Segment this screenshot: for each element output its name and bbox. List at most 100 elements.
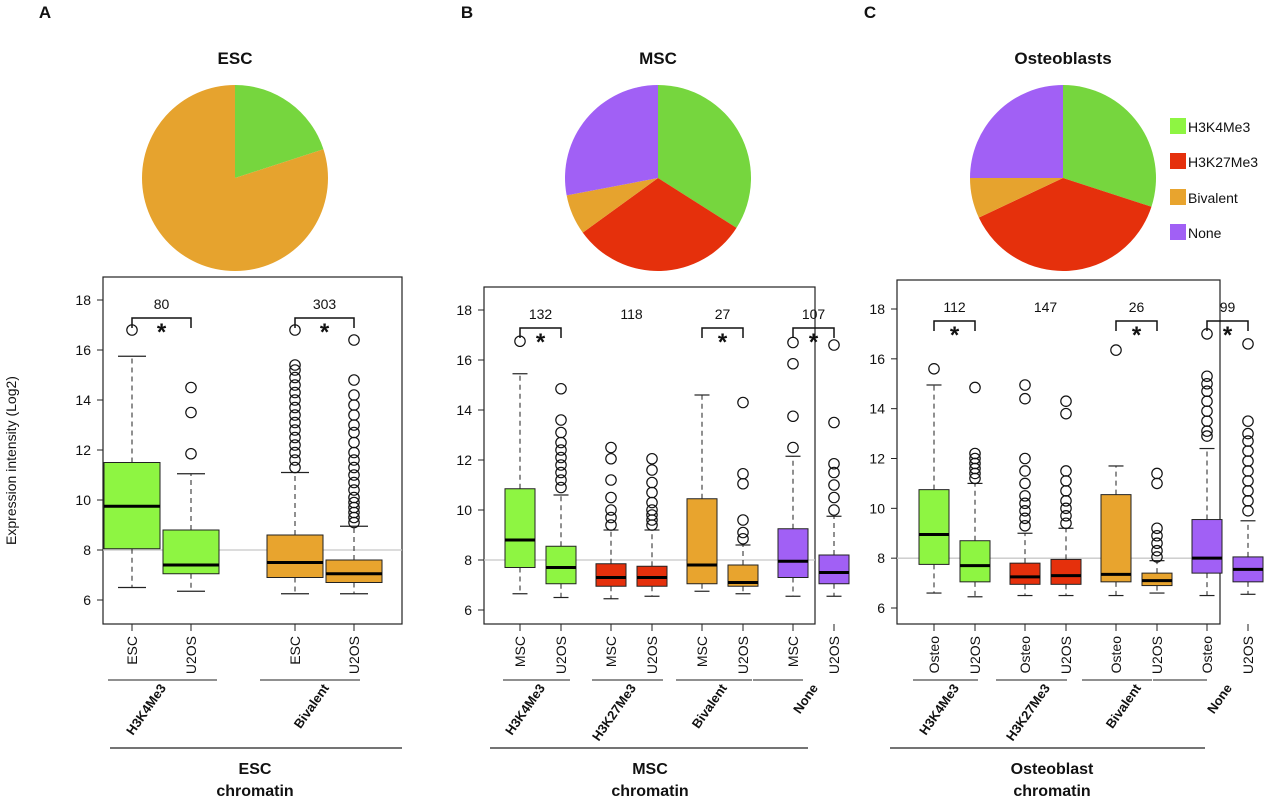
x-category-label: ESC: [124, 636, 140, 665]
outlier-point: [1019, 379, 1031, 391]
x-category-label: U2OS: [1058, 636, 1074, 674]
outlier-point: [289, 454, 301, 466]
outlier-point: [1242, 475, 1254, 487]
outlier-point: [348, 426, 360, 439]
outlier-point: [555, 481, 567, 494]
section-subtitle: chromatin: [1013, 783, 1090, 800]
x-category-label: U2OS: [967, 636, 983, 674]
outlier-point: [1201, 395, 1213, 407]
outlier-point: [289, 379, 301, 391]
outlier-point: [348, 374, 360, 386]
significance-star: *: [1223, 322, 1233, 349]
significance-star: *: [536, 329, 546, 356]
outlier-point: [969, 447, 981, 460]
significance-bracket: [1115, 320, 1158, 331]
y-tick-label: 12: [75, 442, 91, 458]
legend-label: H3K27Me3: [1188, 154, 1258, 170]
pie-slice-h3k27me3: [582, 178, 737, 272]
pie-title: MSC: [639, 49, 677, 68]
outlier-point: [1060, 517, 1072, 530]
plot-frame: [896, 279, 1221, 625]
x-category-label: MSC: [785, 636, 801, 667]
outlier-point: [289, 424, 301, 436]
outlier-point: [289, 416, 301, 429]
box-iqr: [595, 563, 627, 587]
outlier-point: [1151, 522, 1163, 535]
x-category-label: Osteo: [926, 636, 942, 674]
pie-slice-none: [565, 85, 658, 196]
panel-a: A ESC 6 8 10 12 14 16 18 Expression intensity (Lo…: [3, 3, 403, 800]
outlier-point: [289, 439, 301, 451]
box-bivalent-osteo: [1100, 344, 1132, 597]
panel-b: B MSC 6 8 10 12 14 16 18 MSC U2OS MSC U2OS MSC U2OS MSC…: [456, 3, 850, 800]
y-tick-label: 12: [869, 451, 885, 467]
significance-bracket: [1206, 320, 1249, 331]
y-tick-label: 6: [83, 592, 91, 608]
outlier-point: [828, 491, 840, 504]
x-category-label: Osteo: [1108, 636, 1124, 674]
box-iqr: [818, 554, 850, 585]
pie-slice-bivalent: [142, 85, 328, 271]
box-h3k27me3-osteo: [1009, 379, 1041, 597]
outlier-point: [289, 364, 301, 376]
box-iqr: [1191, 519, 1223, 574]
outlier-point: [828, 479, 840, 491]
significance-bracket: [519, 327, 562, 338]
group-label: Bivalent: [291, 681, 333, 732]
outlier-point: [828, 466, 840, 479]
outlier-point: [646, 476, 658, 489]
outlier-point: [289, 371, 301, 384]
outlier-point: [289, 446, 301, 459]
outlier-point: [289, 431, 301, 444]
section-title: MSC: [632, 761, 668, 778]
box-bivalent-u2os: [1141, 467, 1173, 594]
box-h3k4me3-esc: [103, 324, 161, 589]
outlier-point: [348, 399, 360, 411]
outlier-point: [787, 357, 799, 370]
y-axis-label: Expression intensity (Log2): [3, 376, 19, 545]
box-bivalent-msc: [686, 394, 718, 592]
box-iqr: [777, 528, 809, 578]
y-tick-label: 16: [75, 342, 91, 358]
group-count: 26: [1129, 299, 1145, 315]
box-iqr: [918, 489, 950, 565]
x-category-label: U2OS: [183, 636, 199, 674]
section-subtitle: chromatin: [216, 783, 293, 800]
y-tick-label: 12: [456, 452, 472, 468]
x-category-label: U2OS: [553, 636, 569, 674]
outlier-point: [1019, 452, 1031, 465]
x-category-label: U2OS: [826, 636, 842, 674]
outlier-point: [1242, 465, 1254, 477]
outlier-point: [1242, 415, 1254, 427]
y-tick-label: 18: [75, 292, 91, 308]
outlier-point: [1242, 505, 1254, 517]
box-iqr: [727, 564, 759, 587]
outlier-point: [787, 336, 799, 349]
box-h3k4me3-osteo: [918, 362, 950, 594]
outlier-point: [1242, 435, 1254, 447]
significance-bracket: [792, 327, 835, 338]
outlier-point: [646, 486, 658, 499]
box-iqr: [686, 498, 718, 585]
y-tick-label: 10: [456, 502, 472, 518]
box-iqr: [545, 545, 577, 585]
outlier-point: [1060, 502, 1072, 515]
outlier-point: [1201, 370, 1213, 383]
box-h3k27me3-u2os: [1050, 395, 1082, 597]
outlier-point: [1060, 407, 1072, 420]
outlier-point: [1060, 495, 1072, 507]
outlier-point: [1060, 465, 1072, 477]
outlier-point: [348, 419, 360, 431]
pie-slice-h3k4me3: [1063, 85, 1156, 207]
outlier-point: [289, 461, 301, 474]
outlier-point: [1019, 392, 1031, 405]
significance-bracket: [131, 317, 192, 328]
significance-bracket: [294, 317, 355, 328]
legend-swatch-h3k27me3: [1170, 153, 1186, 169]
outlier-point: [787, 410, 799, 423]
group-count: 147: [1034, 299, 1058, 315]
outlier-point: [348, 446, 360, 459]
pie-title: Osteoblasts: [1014, 49, 1111, 68]
section-subtitle: chromatin: [611, 783, 688, 800]
